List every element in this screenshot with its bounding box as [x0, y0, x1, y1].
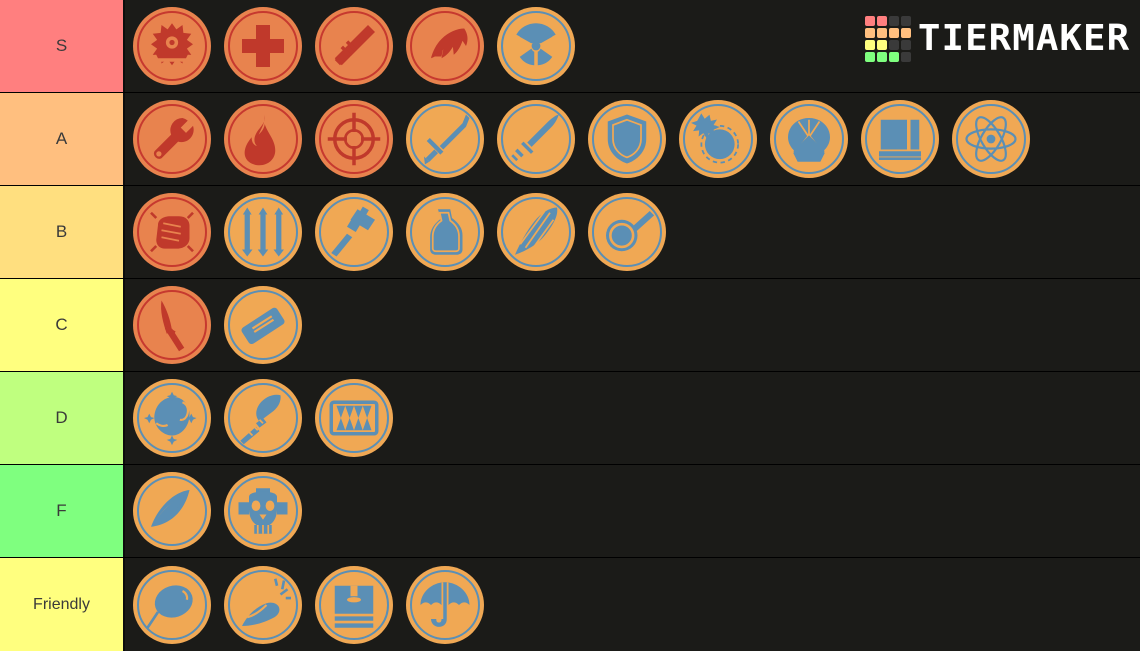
logo-grid-cell [900, 52, 911, 62]
frying-pan-icon[interactable] [588, 193, 666, 271]
umbrella-icon[interactable] [406, 565, 484, 644]
tier-label-b[interactable]: B [0, 186, 125, 278]
tier-row: S [0, 0, 1140, 93]
firework-icon[interactable] [224, 565, 302, 644]
shield-icon[interactable] [588, 100, 666, 178]
logo-grid-cell [888, 16, 899, 26]
tier-row: B [0, 186, 1140, 279]
tier-row: F [0, 465, 1140, 558]
hammer-icon[interactable] [315, 193, 393, 271]
logo-grid-cell [864, 16, 875, 26]
atom-icon[interactable] [952, 100, 1030, 178]
logo-grid-cell [876, 40, 887, 50]
balloon-icon[interactable] [133, 565, 211, 644]
logo-grid-cell [888, 28, 899, 38]
winged-boot-icon[interactable] [406, 7, 484, 85]
tiermaker-wordmark: TIERMAKER [917, 18, 1131, 59]
tier-label-d[interactable]: D [0, 372, 125, 464]
crosshair-icon[interactable] [315, 100, 393, 178]
gas-mask-icon[interactable] [224, 472, 302, 550]
wrench-icon[interactable] [133, 100, 211, 178]
tier-items-d[interactable] [125, 372, 1140, 464]
sword-icon[interactable] [406, 100, 484, 178]
crate-icon[interactable] [315, 565, 393, 644]
book-icon[interactable] [861, 100, 939, 178]
bandage-icon[interactable] [224, 286, 302, 364]
parachute-icon[interactable] [770, 100, 848, 178]
tiermaker-logo-grid [864, 16, 911, 62]
medical-cross-icon[interactable] [224, 7, 302, 85]
tier-row: A [0, 93, 1140, 186]
syringe-icon[interactable] [315, 7, 393, 85]
tiermaker-logo: TIERMAKER [864, 16, 1129, 62]
tier-label-a[interactable]: A [0, 93, 125, 185]
tier-items-f[interactable] [125, 465, 1140, 557]
tier-items-a[interactable] [125, 93, 1140, 185]
boxing-glove-icon[interactable] [133, 379, 211, 457]
fist-icon[interactable] [133, 193, 211, 271]
katana-icon[interactable] [497, 100, 575, 178]
tier-label-f[interactable]: F [0, 465, 125, 557]
tier-items-c[interactable] [125, 279, 1140, 371]
grenade-icon[interactable] [679, 100, 757, 178]
tier-label-friendly[interactable]: Friendly [0, 558, 125, 651]
logo-grid-cell [900, 16, 911, 26]
logo-grid-cell [876, 52, 887, 62]
tier-items-friendly[interactable] [125, 558, 1140, 651]
shovel-icon[interactable] [224, 379, 302, 457]
tier-label-s[interactable]: S [0, 0, 125, 92]
spiked-shell-icon[interactable] [133, 7, 211, 85]
logo-grid-cell [876, 16, 887, 26]
logo-grid-cell [888, 52, 899, 62]
logo-grid-cell [864, 40, 875, 50]
logo-grid-cell [864, 28, 875, 38]
tier-row: Friendly [0, 558, 1140, 651]
bear-trap-icon[interactable] [315, 379, 393, 457]
feather-icon[interactable] [497, 193, 575, 271]
shark-fin-icon[interactable] [133, 472, 211, 550]
flame-icon[interactable] [224, 100, 302, 178]
tier-label-c[interactable]: C [0, 279, 125, 371]
knife-icon[interactable] [133, 286, 211, 364]
logo-grid-cell [888, 40, 899, 50]
logo-grid-cell [876, 28, 887, 38]
logo-grid-cell [900, 40, 911, 50]
tier-row: C [0, 279, 1140, 372]
arrows-icon[interactable] [224, 193, 302, 271]
logo-grid-cell [864, 52, 875, 62]
bottle-icon[interactable] [406, 193, 484, 271]
logo-grid-cell [900, 28, 911, 38]
tier-row: D [0, 372, 1140, 465]
radiation-icon[interactable] [497, 7, 575, 85]
tier-items-b[interactable] [125, 186, 1140, 278]
